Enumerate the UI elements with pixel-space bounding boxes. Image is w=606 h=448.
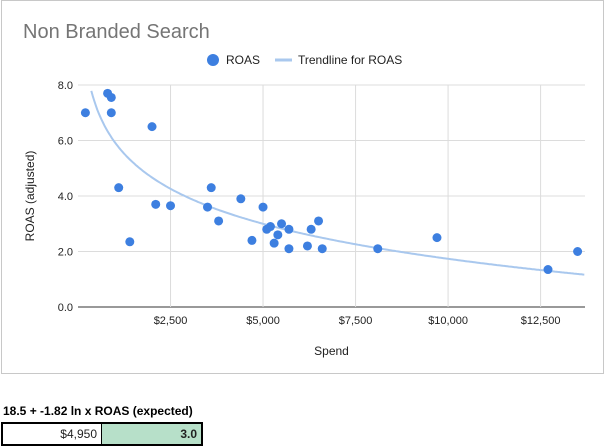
y-axis-label: ROAS (adjusted) [23,151,37,242]
y-tick-label: 0.0 [58,302,73,314]
chart-title: Non Branded Search [23,21,210,43]
data-point-roas [203,202,213,212]
x-axis-label: Spend [314,344,349,358]
x-tick-label: $12,500 [521,315,561,327]
calculator-row: $4,950 3.0 [1,422,203,446]
chart-frame: Non Branded Search ROAS Trendline for ROAS… [1,0,604,374]
data-point-roas [269,238,279,248]
data-point-roas [277,219,287,229]
data-point-roas [247,235,257,245]
data-point-roas [206,183,216,193]
data-point-roas [573,247,583,256]
data-point-roas [432,233,442,243]
data-point-roas [114,183,124,193]
data-point-roas [284,224,294,234]
roas-scatter-chart: Non Branded Search ROAS Trendline for ROAS… [23,21,585,358]
legend-label-roas: ROAS [226,53,260,67]
legend-marker-roas [207,54,219,66]
data-point-roas [302,241,312,251]
formula-label: 18.5 + -1.82 ln x ROAS (expected) [3,404,193,418]
y-tick-label: 8.0 [58,80,73,92]
data-point-roas [166,201,176,211]
x-tick-label: $5,000 [246,315,280,327]
legend-label-trendline: Trendline for ROAS [298,53,402,67]
y-tick-label: 4.0 [58,191,73,203]
data-point-roas [106,108,116,118]
data-point-roas [284,244,294,254]
y-tick-label: 6.0 [58,136,73,148]
data-point-roas [273,230,283,240]
trendline-roas [90,90,585,276]
data-point-roas [317,244,327,254]
data-point-roas [151,199,161,209]
data-point-roas [265,222,275,232]
data-point-roas [106,92,116,102]
x-tick-label: $2,500 [154,315,188,327]
data-point-roas [125,237,135,247]
data-point-roas [306,224,316,234]
y-tick-label: 2.0 [58,247,73,259]
data-point-roas [258,202,268,212]
data-point-roas [147,122,157,132]
data-point-roas [80,108,90,118]
data-point-roas [236,194,246,204]
data-point-roas [314,216,324,226]
spend-input-cell[interactable]: $4,950 [3,424,102,444]
expected-roas-cell: 3.0 [102,424,201,444]
x-tick-label: $7,500 [339,315,373,327]
x-tick-label: $10,000 [428,315,468,327]
data-point-roas [214,216,224,226]
data-point-roas [373,244,383,254]
data-point-roas [543,265,553,275]
